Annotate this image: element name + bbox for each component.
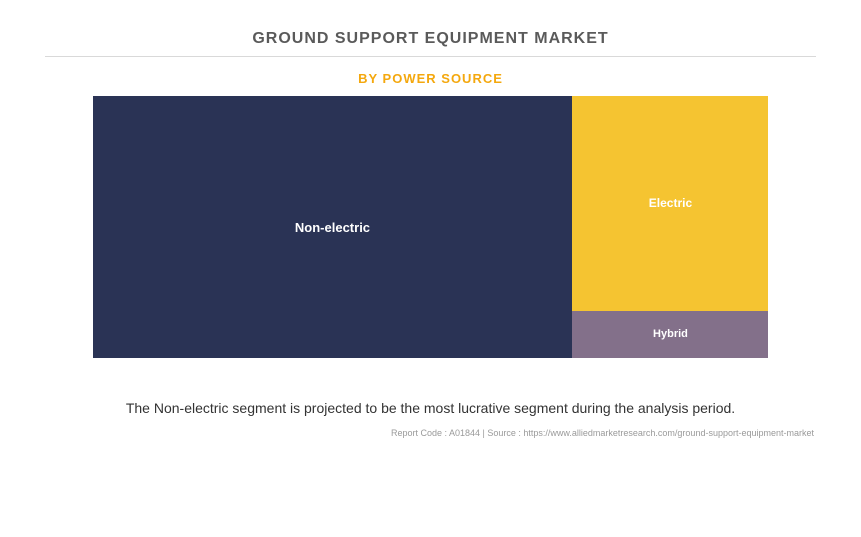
treemap-col-left: Non-electric — [93, 96, 573, 358]
segment-electric: Electric — [572, 96, 768, 311]
chart-title: GROUND SUPPORT EQUIPMENT MARKET — [45, 30, 816, 48]
title-divider — [45, 56, 816, 57]
chart-caption: The Non-electric segment is projected to… — [45, 400, 816, 416]
segment-hybrid: Hybrid — [572, 311, 768, 358]
treemap-col-right: Electric Hybrid — [572, 96, 768, 358]
treemap-chart: Non-electric Electric Hybrid — [93, 96, 769, 358]
infographic-container: GROUND SUPPORT EQUIPMENT MARKET BY POWER… — [0, 0, 861, 438]
chart-subtitle: BY POWER SOURCE — [45, 71, 816, 86]
segment-non-electric: Non-electric — [93, 96, 573, 358]
chart-footer: Report Code : A01844 | Source : https://… — [45, 428, 816, 438]
